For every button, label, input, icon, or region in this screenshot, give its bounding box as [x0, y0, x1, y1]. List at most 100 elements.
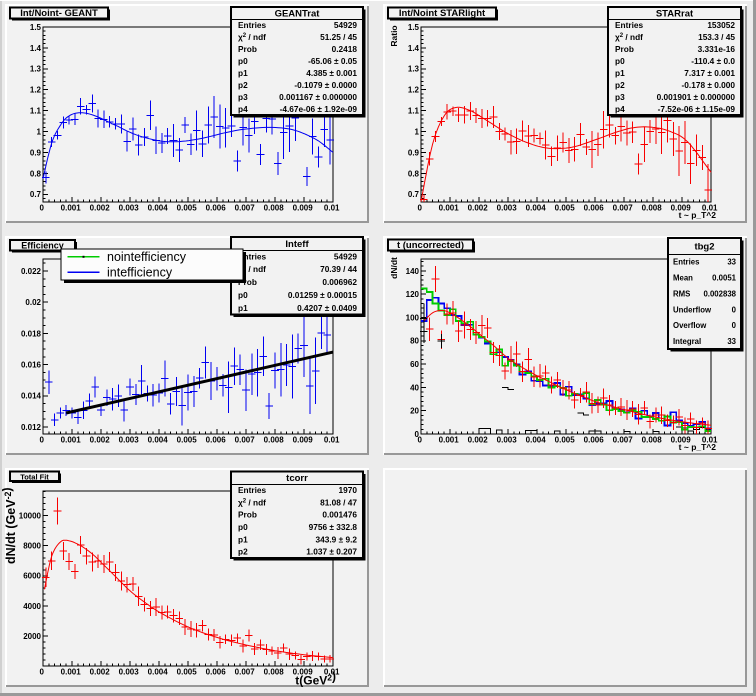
svg-text:0.008: 0.008	[264, 436, 285, 445]
svg-text:-65.06 ± 0.05: -65.06 ± 0.05	[308, 56, 357, 66]
svg-text:Prob: Prob	[238, 510, 257, 520]
svg-text:STARrat: STARrat	[656, 8, 694, 19]
svg-text:1.4: 1.4	[30, 44, 42, 53]
svg-text:1.037 ± 0.207: 1.037 ± 0.207	[306, 547, 357, 557]
svg-text:0.001: 0.001	[61, 204, 82, 213]
svg-text:0.7: 0.7	[30, 190, 42, 199]
svg-text:t (uncorrected): t (uncorrected)	[397, 240, 464, 251]
svg-text:0.01: 0.01	[702, 436, 718, 445]
svg-text:8000: 8000	[23, 542, 41, 551]
svg-text:70.39 / 44: 70.39 / 44	[320, 264, 357, 274]
svg-text:0: 0	[39, 436, 44, 445]
svg-text:0.003: 0.003	[119, 204, 140, 213]
svg-text:p2: p2	[238, 80, 248, 90]
svg-text:-4.67e-06 ± 1.92e-09: -4.67e-06 ± 1.92e-09	[280, 104, 358, 114]
svg-text:0.016: 0.016	[21, 361, 42, 370]
svg-text:Total Fit: Total Fit	[20, 472, 49, 481]
svg-text:0.2418: 0.2418	[332, 44, 358, 54]
svg-text:140: 140	[406, 267, 420, 276]
svg-text:p1: p1	[238, 534, 248, 544]
svg-text:p3: p3	[615, 92, 625, 102]
svg-text:0: 0	[417, 436, 422, 445]
svg-text:3.331e-16: 3.331e-16	[698, 44, 736, 54]
svg-text:GEANTrat: GEANTrat	[275, 8, 321, 19]
svg-text:120: 120	[406, 290, 420, 299]
svg-text:Mean: Mean	[673, 274, 693, 283]
svg-text:dN/dt (GeV-2): dN/dt (GeV-2)	[0, 487, 18, 564]
svg-text:1: 1	[37, 127, 42, 136]
svg-text:Entries: Entries	[238, 20, 267, 30]
svg-text:20: 20	[410, 407, 419, 416]
svg-text:p0: p0	[238, 522, 248, 532]
svg-text:0.006: 0.006	[584, 204, 605, 213]
svg-text:33: 33	[727, 337, 736, 346]
svg-text:Entries: Entries	[615, 20, 644, 30]
svg-text:Entries: Entries	[673, 258, 700, 267]
svg-text:Overflow: Overflow	[673, 321, 707, 330]
svg-text:Ratio: Ratio	[389, 25, 399, 46]
svg-text:1.4: 1.4	[408, 44, 420, 53]
svg-text:0.003: 0.003	[497, 436, 518, 445]
svg-text:tbg2: tbg2	[694, 241, 714, 252]
svg-text:0.007: 0.007	[613, 436, 634, 445]
svg-text:1: 1	[415, 127, 420, 136]
svg-text:6000: 6000	[23, 572, 41, 581]
svg-text:80: 80	[410, 337, 419, 346]
svg-text:p1: p1	[615, 68, 625, 78]
svg-text:54929: 54929	[334, 251, 357, 261]
svg-text:0.004: 0.004	[526, 204, 547, 213]
svg-text:153052: 153052	[707, 20, 735, 30]
svg-text:60: 60	[410, 360, 419, 369]
svg-text:1.3: 1.3	[30, 65, 42, 74]
svg-text:0: 0	[415, 430, 420, 439]
svg-text:p2: p2	[615, 80, 625, 90]
svg-text:0.009: 0.009	[293, 668, 314, 677]
svg-text:0.008: 0.008	[264, 204, 285, 213]
svg-text:0.009: 0.009	[293, 436, 314, 445]
svg-text:tcorr: tcorr	[286, 473, 308, 484]
svg-text:Int/Noint- GEANT: Int/Noint- GEANT	[20, 8, 98, 19]
svg-text:dN/dt: dN/dt	[389, 257, 399, 279]
svg-text:0.003: 0.003	[119, 668, 140, 677]
svg-text:0.003: 0.003	[497, 204, 518, 213]
svg-text:p3: p3	[238, 92, 248, 102]
svg-text:p4: p4	[238, 104, 248, 114]
svg-text:0.022: 0.022	[21, 267, 42, 276]
svg-text:Inteff: Inteff	[285, 239, 309, 250]
svg-text:0.012: 0.012	[21, 423, 42, 432]
svg-text:0.002838: 0.002838	[703, 289, 736, 298]
svg-text:0.01: 0.01	[324, 668, 340, 677]
svg-text:1.5: 1.5	[408, 23, 420, 32]
svg-text:0.002: 0.002	[90, 204, 111, 213]
svg-text:0.001476: 0.001476	[322, 510, 357, 520]
svg-text:0.006962: 0.006962	[322, 277, 357, 287]
svg-text:33: 33	[727, 258, 736, 267]
svg-text:0.014: 0.014	[21, 392, 42, 401]
svg-text:0: 0	[732, 321, 737, 330]
svg-text:t ~ p_T^2: t ~ p_T^2	[679, 442, 717, 452]
svg-text:p1: p1	[238, 303, 248, 313]
svg-text:0.018: 0.018	[21, 329, 42, 338]
svg-text:0.004: 0.004	[148, 436, 169, 445]
svg-text:0.005: 0.005	[555, 436, 576, 445]
svg-text:1.1: 1.1	[408, 107, 420, 116]
svg-text:-0.178 ± 0.000: -0.178 ± 0.000	[682, 80, 736, 90]
svg-text:0.006: 0.006	[584, 436, 605, 445]
svg-text:0.01259 ± 0.00015: 0.01259 ± 0.00015	[288, 290, 358, 300]
svg-text:0: 0	[39, 668, 44, 677]
svg-text:100: 100	[406, 313, 420, 322]
svg-text:Entries: Entries	[238, 251, 267, 261]
svg-text:0.007: 0.007	[235, 204, 256, 213]
svg-text:0.004: 0.004	[148, 204, 169, 213]
svg-text:χ2 / ndf: χ2 / ndf	[238, 32, 266, 42]
svg-text:0.001: 0.001	[61, 436, 82, 445]
svg-text:0.008: 0.008	[642, 204, 663, 213]
svg-text:intefficiency: intefficiency	[107, 266, 173, 280]
svg-text:7.317 ± 0.001: 7.317 ± 0.001	[684, 68, 735, 78]
svg-text:0.002: 0.002	[468, 204, 489, 213]
svg-text:nointefficiency: nointefficiency	[107, 250, 187, 264]
svg-text:-7.52e-06 ± 1.15e-09: -7.52e-06 ± 1.15e-09	[658, 104, 736, 114]
svg-text:0.003: 0.003	[119, 436, 140, 445]
svg-text:1.2: 1.2	[30, 86, 42, 95]
svg-text:0.002: 0.002	[90, 668, 111, 677]
